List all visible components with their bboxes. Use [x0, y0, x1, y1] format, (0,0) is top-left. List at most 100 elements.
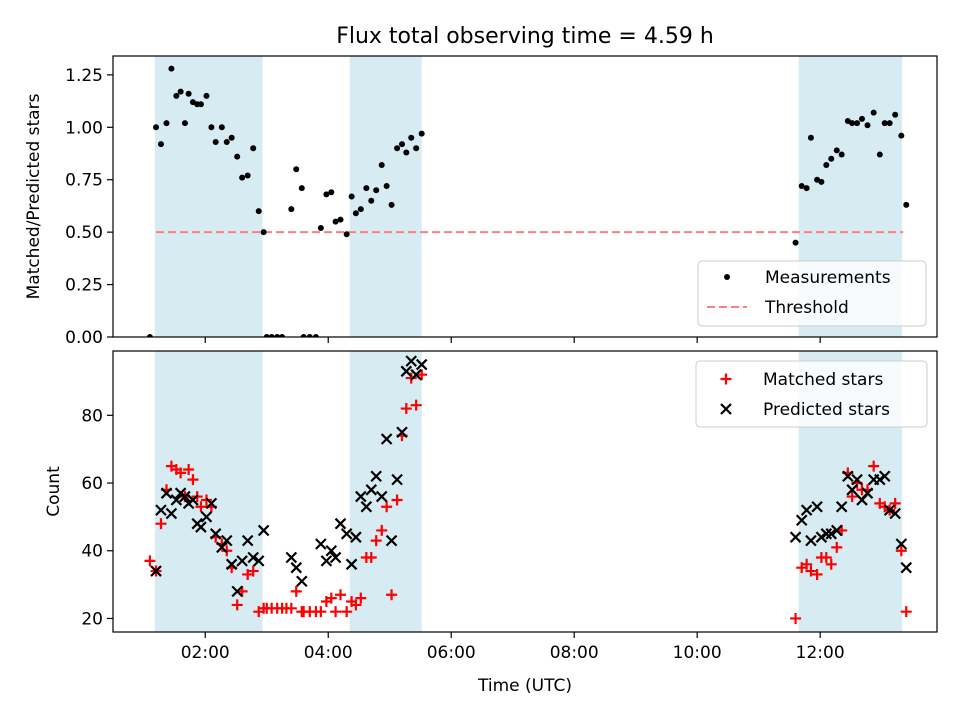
predicted-stars-point — [252, 555, 265, 567]
matched-stars-point — [801, 558, 813, 570]
matched-stars-point — [231, 599, 243, 611]
predicted-stars-point — [247, 551, 259, 564]
measurement-point — [298, 185, 305, 192]
measurement-point — [849, 120, 856, 127]
measurement-point — [388, 201, 395, 208]
matched-stars-point — [820, 552, 832, 564]
measurement-point — [803, 185, 810, 192]
observing-interval-band — [154, 351, 263, 632]
measurement-point — [274, 334, 281, 337]
measurement-point — [263, 334, 270, 337]
matched-stars-point — [416, 369, 428, 381]
matched-stars-point — [350, 599, 362, 611]
predicted-stars-point — [846, 484, 858, 496]
measurement-point — [864, 122, 871, 129]
predicted-stars-point — [355, 490, 367, 503]
predicted-stars-point — [315, 538, 327, 550]
measurement-point — [255, 208, 262, 215]
predicted-stars-point — [811, 500, 823, 513]
measurement-point — [373, 187, 380, 194]
measurement-point — [146, 334, 153, 337]
measurement-point — [903, 201, 910, 208]
predicted-stars-point — [889, 507, 901, 520]
measurement-point — [223, 138, 230, 145]
predicted-stars-point — [405, 355, 418, 367]
predicted-stars-point — [165, 507, 178, 520]
measurement-point — [234, 153, 241, 160]
matched-stars-point — [410, 399, 422, 411]
matched-stars-point — [790, 612, 802, 624]
matched-stars-point — [381, 501, 393, 513]
measurement-point — [218, 124, 225, 131]
measurement-point — [168, 65, 175, 72]
measurement-point — [408, 134, 415, 141]
measurement-point — [239, 174, 246, 181]
legend-label-threshold: Threshold — [764, 298, 849, 318]
chart-title: Flux total observing time = 4.59 h — [336, 24, 714, 49]
legend-predicted-marker — [720, 403, 732, 415]
matched-stars-point — [355, 592, 367, 604]
measurement-point — [833, 147, 840, 154]
predicted-stars-point — [842, 470, 854, 483]
predicted-stars-point — [216, 541, 228, 554]
y-tick-label: 0.75 — [65, 171, 103, 191]
y-tick-label: 0.25 — [65, 276, 103, 296]
predicted-stars-point — [320, 555, 333, 567]
legend-box — [695, 360, 928, 428]
measurement-point — [881, 120, 888, 127]
matched-stars-point — [341, 606, 353, 618]
matched-stars-point — [247, 565, 259, 577]
predicted-stars-point — [231, 585, 243, 598]
legend-label-matched: Matched stars — [763, 370, 883, 390]
measurement-point — [173, 92, 180, 99]
y-tick-label: 1.00 — [65, 118, 103, 138]
predicted-stars-point — [160, 487, 173, 499]
predicted-stars-point — [290, 561, 303, 574]
predicted-stars-point — [236, 555, 248, 567]
predicted-stars-point — [340, 528, 353, 540]
legend-matched-marker — [720, 373, 732, 385]
matched-stars-point — [144, 555, 156, 567]
measurement-point — [352, 210, 359, 217]
matched-stars-point — [900, 606, 912, 618]
x-tick-label: 04:00 — [304, 643, 353, 663]
measurement-point — [898, 132, 905, 139]
measurement-point — [228, 134, 235, 141]
measurement-point — [306, 334, 313, 337]
legend-label-predicted: Predicted stars — [763, 400, 890, 420]
predicted-stars-point — [883, 504, 896, 516]
matched-stars-point — [315, 606, 327, 618]
matched-stars-point — [811, 568, 823, 580]
measurement-point — [203, 92, 210, 99]
predicted-stars-point — [155, 504, 167, 516]
measurement-point — [332, 218, 339, 225]
matched-stars-point — [391, 494, 403, 506]
matched-stars-point — [335, 589, 347, 601]
predicted-stars-point — [241, 534, 254, 547]
measurement-point — [348, 193, 355, 200]
predicted-stars-point — [878, 470, 891, 483]
measurement-point — [378, 162, 385, 169]
measurement-point — [418, 130, 425, 137]
predicted-stars-point — [225, 558, 238, 571]
matched-stars-point — [825, 558, 837, 570]
observing-interval-band — [349, 56, 422, 337]
predicted-stars-point — [410, 368, 422, 381]
predicted-stars-point — [380, 433, 393, 445]
measurement-point — [212, 138, 219, 145]
predicted-stars-point — [257, 524, 270, 537]
measurement-point — [383, 183, 390, 190]
measurement-point — [399, 141, 406, 148]
predicted-stars-point — [415, 358, 428, 371]
measurement-point — [807, 134, 814, 141]
measurement-point — [876, 151, 883, 158]
measurement-point — [368, 197, 375, 204]
measurement-point — [413, 145, 420, 152]
predicted-stars-point — [187, 494, 199, 506]
predicted-stars-point — [396, 426, 408, 439]
predicted-stars-point — [205, 497, 218, 510]
measurement-point — [886, 120, 893, 127]
y-tick-label: 0.50 — [65, 223, 103, 243]
measurement-point — [792, 239, 799, 246]
predicted-stars-point — [789, 531, 802, 543]
